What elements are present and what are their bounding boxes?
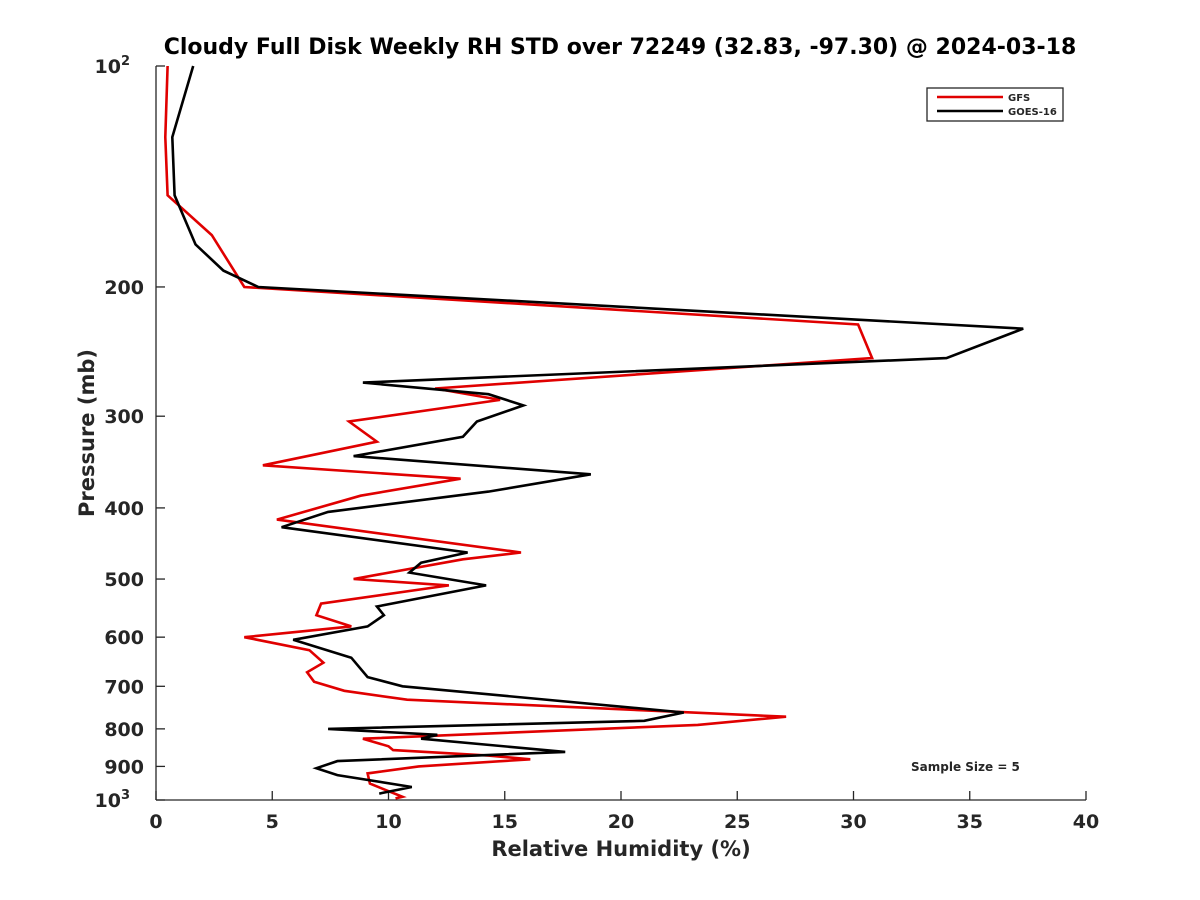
y-tick-label: 500 bbox=[104, 569, 144, 591]
y-tick-label: 300 bbox=[104, 406, 144, 428]
x-tick-label: 10 bbox=[375, 811, 401, 833]
y-tick-base: 10 bbox=[95, 790, 121, 812]
legend-label-gfs: GFS bbox=[1008, 93, 1030, 104]
y-tick-base: 400 bbox=[104, 498, 144, 520]
y-tick-label: 103 bbox=[95, 788, 131, 812]
gfs-series-line bbox=[163, 65, 874, 800]
y-tick-base: 700 bbox=[104, 676, 144, 698]
chart-title: Cloudy Full Disk Weekly RH STD over 7224… bbox=[164, 35, 1077, 60]
y-tick-base: 500 bbox=[104, 569, 144, 591]
y-tick-label: 400 bbox=[104, 498, 144, 520]
y-tick-base: 800 bbox=[104, 719, 144, 741]
y-tick-exponent: 2 bbox=[121, 54, 130, 69]
x-tick-label: 40 bbox=[1073, 811, 1099, 833]
x-tick-label: 30 bbox=[840, 811, 866, 833]
x-tick-label: 20 bbox=[608, 811, 634, 833]
x-axis-label: Relative Humidity (%) bbox=[491, 837, 750, 861]
x-tick-label: 35 bbox=[957, 811, 983, 833]
x-tick-label: 15 bbox=[492, 811, 518, 833]
legend-box bbox=[926, 87, 1064, 122]
y-tick-base: 10 bbox=[95, 56, 121, 78]
y-tick-base: 900 bbox=[104, 756, 144, 778]
y-tick-label: 800 bbox=[104, 719, 144, 741]
legend: GFS GOES-16 bbox=[926, 87, 1064, 122]
plot-axes bbox=[155, 66, 1086, 801]
y-tick-base: 600 bbox=[104, 627, 144, 649]
y-tick-label: 102 bbox=[95, 54, 131, 78]
goes16-series-line bbox=[170, 65, 1024, 795]
x-tick-label: 0 bbox=[149, 811, 162, 833]
x-tick-label: 5 bbox=[266, 811, 279, 833]
series-lines bbox=[163, 65, 1024, 800]
y-tick-base: 300 bbox=[104, 406, 144, 428]
y-tick-base: 200 bbox=[104, 277, 144, 299]
y-tick-exponent: 3 bbox=[121, 788, 130, 803]
legend-label-goes16: GOES-16 bbox=[1008, 107, 1057, 118]
y-axis-label: Pressure (mb) bbox=[75, 349, 99, 517]
y-tick-label: 600 bbox=[104, 627, 144, 649]
sample-size-annotation: Sample Size = 5 bbox=[911, 760, 1020, 774]
x-tick-label: 25 bbox=[724, 811, 750, 833]
y-tick-label: 200 bbox=[104, 277, 144, 299]
y-tick-label: 900 bbox=[104, 756, 144, 778]
x-axis-ticks: 0 5 10 15 20 25 30 35 40 bbox=[149, 791, 1099, 833]
y-tick-label: 700 bbox=[104, 676, 144, 698]
